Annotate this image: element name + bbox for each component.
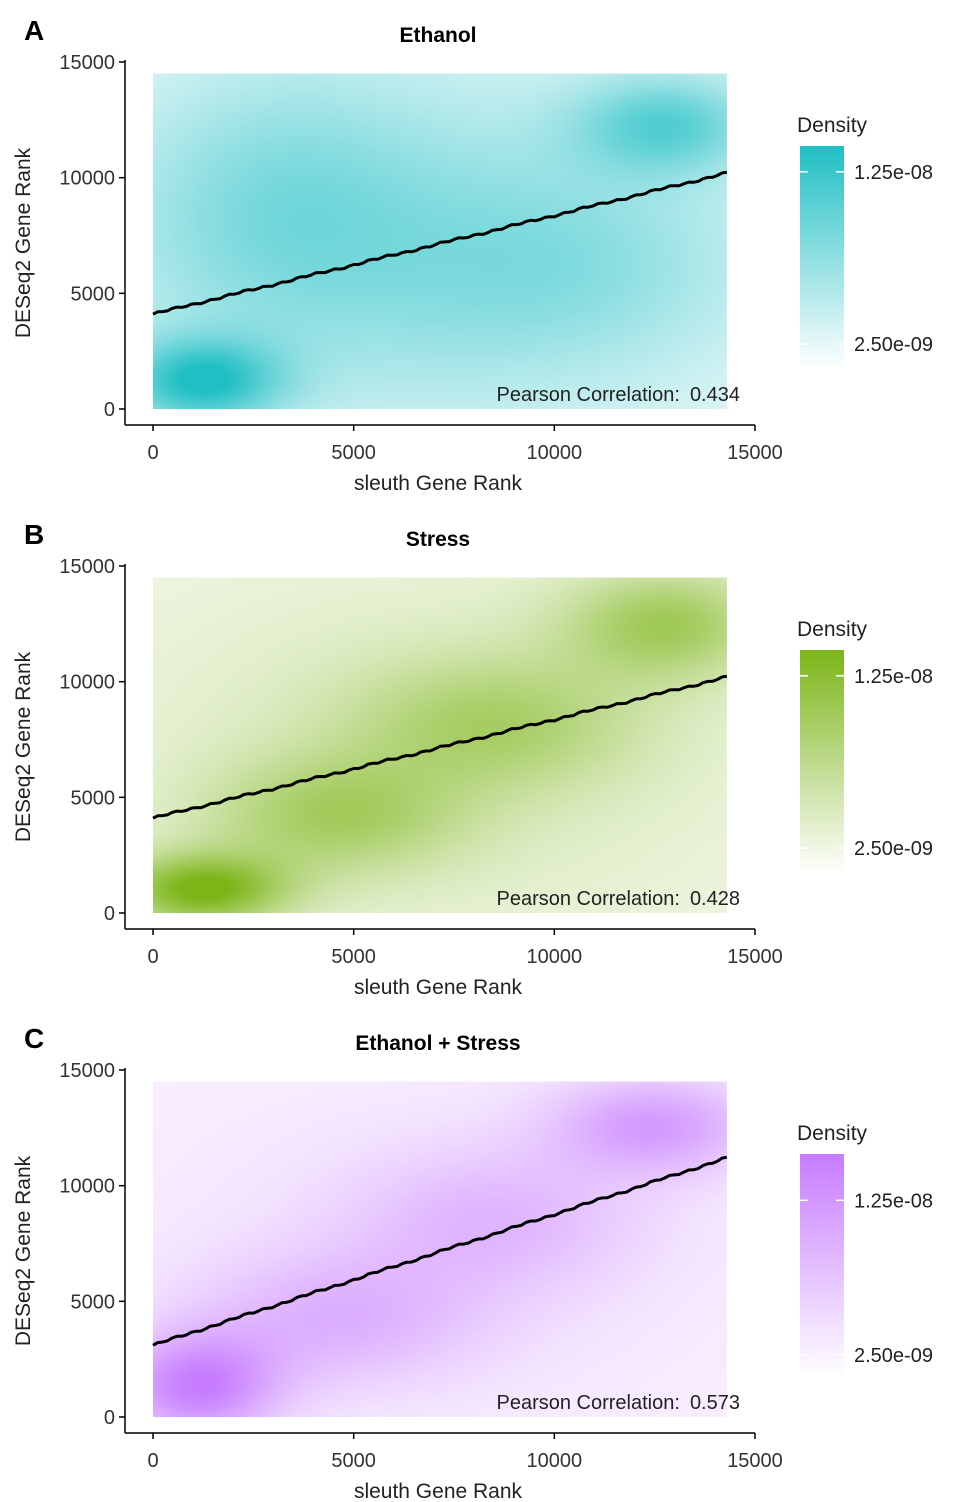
- panel-letter: C: [24, 1023, 44, 1054]
- x-axis-label: sleuth Gene Rank: [354, 1480, 523, 1502]
- legend-colorbar: [800, 146, 844, 370]
- legend-tick-label: 2.50e-09: [854, 1345, 933, 1367]
- y-tick-label: 15000: [59, 1060, 115, 1082]
- legend-title: Density: [797, 1122, 868, 1145]
- x-tick-label: 5000: [331, 442, 376, 464]
- legend-tick-label: 1.25e-08: [854, 1190, 933, 1212]
- y-tick-label: 10000: [59, 1176, 115, 1198]
- x-axis-label: sleuth Gene Rank: [354, 976, 523, 999]
- y-tick-label: 15000: [59, 556, 115, 578]
- panel-title: Stress: [406, 528, 470, 551]
- panel-letter: B: [24, 519, 44, 550]
- x-tick-label: 0: [147, 442, 158, 464]
- x-tick-label: 5000: [331, 946, 376, 968]
- x-tick-label: 15000: [727, 946, 783, 968]
- panel-b: B Stress Pearson Correlation: 0.428 0 5000 100…: [12, 519, 933, 999]
- legend-title: Density: [797, 618, 868, 641]
- legend-colorbar: [800, 1154, 844, 1378]
- y-tick-label: 5000: [71, 1291, 116, 1313]
- panel-title: Ethanol: [400, 24, 477, 47]
- fit-line: [152, 674, 728, 820]
- pearson-value: 0.434: [690, 384, 740, 406]
- pearson-label-text: Pearson Correlation:: [497, 1392, 680, 1414]
- panel-letter: A: [24, 15, 44, 46]
- x-tick-label: 15000: [727, 1450, 783, 1472]
- x-tick-label: 10000: [527, 442, 583, 464]
- legend-tick-label: 2.50e-09: [854, 838, 933, 860]
- pearson-correlation-label: Pearson Correlation: 0.434: [497, 384, 741, 406]
- legend-tick-label: 2.50e-09: [854, 334, 933, 356]
- panel-c: C Ethanol + Stress Pearson Correlation: 0.5…: [12, 1023, 933, 1502]
- x-tick-label: 10000: [527, 1450, 583, 1472]
- legend-title: Density: [797, 114, 868, 137]
- x-tick-label: 15000: [727, 442, 783, 464]
- legend-tick-label: 1.25e-08: [854, 666, 933, 688]
- pearson-label-text: Pearson Correlation:: [497, 888, 680, 910]
- y-axis-label: DESeq2 Gene Rank: [12, 651, 35, 842]
- fit-line: [152, 1155, 728, 1347]
- x-tick-label: 5000: [331, 1450, 376, 1472]
- y-tick-label: 0: [104, 903, 115, 925]
- y-tick-label: 10000: [59, 168, 115, 190]
- y-tick-label: 5000: [71, 283, 116, 305]
- y-tick-label: 5000: [71, 787, 116, 809]
- y-tick-label: 0: [104, 1407, 115, 1429]
- legend-colorbar: [800, 650, 844, 874]
- pearson-value: 0.428: [690, 888, 740, 910]
- panel-a: A Ethanol Pearson Correlation: 0.434 0 5000 10…: [12, 15, 933, 495]
- y-axis-label: DESeq2 Gene Rank: [12, 1155, 35, 1346]
- pearson-label-text: Pearson Correlation:: [497, 384, 680, 406]
- pearson-correlation-label: Pearson Correlation: 0.428: [497, 888, 741, 910]
- y-tick-label: 0: [104, 399, 115, 421]
- x-tick-label: 0: [147, 946, 158, 968]
- legend-tick-label: 1.25e-08: [854, 162, 933, 184]
- pearson-value: 0.573: [690, 1392, 740, 1414]
- x-tick-label: 10000: [527, 946, 583, 968]
- x-tick-label: 0: [147, 1450, 158, 1472]
- x-axis-label: sleuth Gene Rank: [354, 472, 523, 495]
- panel-title: Ethanol + Stress: [355, 1032, 520, 1055]
- y-axis-label: DESeq2 Gene Rank: [12, 147, 35, 338]
- y-tick-label: 10000: [59, 672, 115, 694]
- y-tick-label: 15000: [59, 52, 115, 74]
- fit-line: [152, 170, 728, 316]
- pearson-correlation-label: Pearson Correlation: 0.573: [497, 1392, 741, 1414]
